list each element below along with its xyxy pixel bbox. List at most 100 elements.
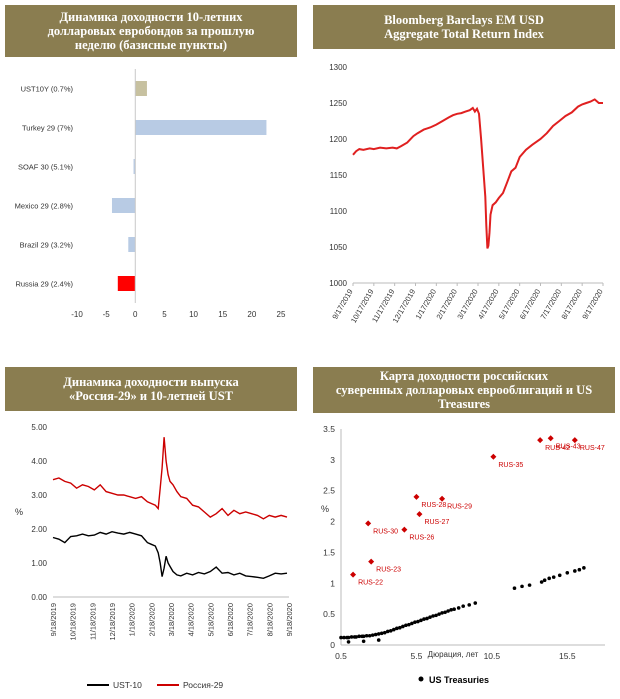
x-tick-label: 2/18/2020 (147, 603, 156, 636)
em-index-line-chart: 10001050110011501200125013009/17/201910/… (329, 63, 605, 325)
ust-point (425, 616, 429, 621)
ust-point (382, 630, 387, 635)
panel-yield-map-title: Карта доходности российских суверенных д… (313, 367, 615, 413)
x-tick-label: 10.5 (484, 651, 501, 661)
x-tick-label: 9/18/2019 (49, 603, 58, 636)
ust-point (385, 629, 390, 634)
bond-point (547, 435, 554, 442)
ust-point (354, 635, 358, 639)
y-tick-label: 0.5 (323, 609, 335, 619)
ust-point (582, 566, 586, 570)
y-tick-label: 3.00 (31, 491, 47, 500)
bond-label: RUS-30 (373, 528, 398, 535)
ust-point (431, 614, 435, 618)
yield-map-scatter: 00.511.522.533.5%0.5 5.5 10.5 15.5Дюрация, … (321, 424, 605, 685)
bar (117, 276, 136, 291)
y-tick-label: 3.5 (323, 424, 335, 434)
x-tick-label: 25 (277, 310, 286, 319)
x-tick-label: 5/18/2020 (206, 603, 215, 636)
title-line: Динамика доходности выпуска (63, 375, 239, 389)
y-tick-label: 0.00 (31, 593, 47, 602)
bond-label: RUS-26 (409, 535, 434, 542)
x-tick-label: 1/18/2020 (128, 603, 137, 636)
ust-point (395, 626, 399, 631)
y-tick-label: 1250 (329, 99, 347, 108)
ust-point (416, 619, 420, 624)
ust-point (339, 635, 343, 640)
ust-point (407, 622, 411, 627)
ust-point (370, 633, 375, 637)
y-axis-label: % (15, 507, 23, 517)
yield-change-bar-chart: -10 -5 0 5 10 15 20 25 UST10Y (0.7%) Turkey 29 (7… (15, 69, 286, 319)
x-tick-label: 9/17/2020 (580, 288, 604, 321)
ust-point (565, 570, 570, 575)
category-label: Russia 29 (2.4%) (15, 280, 73, 289)
x-tick-label: 12/18/2019 (108, 603, 117, 641)
x-tick-label: 9/18/2020 (285, 603, 294, 636)
y-tick-label: 2.00 (31, 525, 47, 534)
bar (128, 237, 136, 252)
x-tick-label: 10/18/2019 (69, 603, 78, 641)
category-label: Brazil 29 (3.2%) (20, 241, 74, 250)
ust-point (398, 625, 402, 630)
panel-yield-change: Динамика доходности 10-летних долларовых… (5, 5, 297, 335)
ust-point (361, 639, 366, 644)
ust-point (410, 621, 414, 626)
y-tick-label: 1050 (329, 243, 347, 252)
index-line (352, 98, 603, 249)
ust-point (434, 613, 438, 618)
russia29-ust-line-chart: 0.00 1.00 2.00 3.00 4.00 5.00% 9/18/2019 10/18/… (15, 423, 294, 690)
ust-point (512, 586, 517, 591)
x-tick-label: 3/18/2020 (167, 603, 176, 636)
x-axis-label: Дюрация, лет (428, 650, 479, 659)
y-tick-label: 1000 (329, 279, 347, 288)
x-tick-label: 20 (247, 310, 256, 319)
x-tick-label: -5 (103, 310, 111, 319)
x-tick-label: 6/18/2020 (226, 603, 235, 636)
title-line: Динамика доходности 10-летних (59, 10, 243, 24)
y-tick-label: 0 (330, 640, 335, 650)
ust-point (573, 569, 577, 573)
ust-point (539, 580, 544, 584)
bar (135, 81, 147, 96)
ust-point (361, 634, 366, 639)
ust-point (542, 578, 547, 582)
x-tick-label: 0 (133, 310, 138, 319)
ust-point (452, 607, 456, 612)
legend-marker (418, 676, 424, 682)
ust-point (422, 617, 426, 621)
series-line (52, 530, 288, 580)
y-tick-label: 1300 (329, 63, 347, 72)
y-tick-label: 1150 (330, 171, 348, 180)
ust-point (346, 640, 351, 644)
panel-yield-change-title: Динамика доходности 10-летних долларовых… (5, 5, 297, 57)
ust-point (373, 632, 378, 637)
x-tick-label: 8/18/2020 (265, 603, 274, 636)
bond-point (413, 493, 420, 500)
ust-point (376, 632, 381, 636)
ust-point (419, 618, 423, 623)
x-tick-label: 0.5 (335, 651, 347, 661)
ust-point (577, 567, 582, 572)
y-tick-label: 4.00 (31, 457, 47, 466)
title-line: «Россия-29» и 10-летней UST (68, 389, 233, 403)
y-tick-label: 1 (330, 578, 335, 588)
panel-russia29-ust-title: Динамика доходности выпуска «Россия-29» … (5, 367, 297, 411)
bond-label: RUS-29 (447, 504, 472, 511)
ust-point (367, 633, 372, 638)
y-tick-label: 3 (330, 455, 335, 465)
y-tick-label: 1100 (330, 207, 348, 216)
category-label: Mexico 29 (2.8%) (15, 202, 74, 211)
panel-em-index-title: Bloomberg Barclays EM USD Aggregate Tota… (313, 5, 615, 49)
bond-point (365, 520, 372, 527)
x-tick-label: 5.5 (411, 651, 423, 661)
panel-yield-map: Карта доходности российских суверенных д… (313, 367, 615, 695)
y-tick-label: 5.00 (31, 423, 47, 432)
x-tick-label: 10 (189, 310, 198, 319)
panel-russia29-ust: Динамика доходности выпуска «Россия-29» … (5, 367, 297, 695)
bond-label: RUS-43 (556, 443, 581, 450)
y-tick-label: 1.00 (31, 559, 47, 568)
bar (135, 120, 267, 135)
title-line: неделю (базисные пункты) (74, 38, 228, 52)
ust-point (404, 623, 408, 628)
